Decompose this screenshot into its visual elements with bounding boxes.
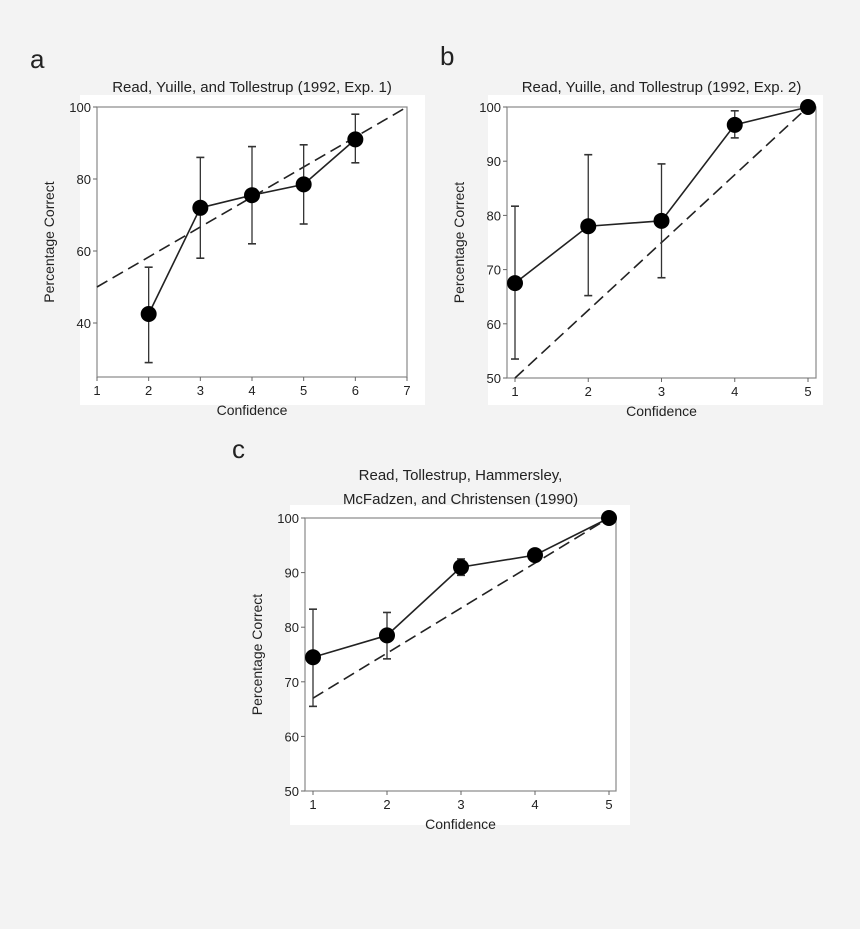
x-axis-label: Confidence xyxy=(425,816,496,832)
x-axis-label: Confidence xyxy=(626,403,697,419)
panel-b: b Read, Yuille, and Tollestrup (1992, Exp… xyxy=(440,41,823,419)
data-point xyxy=(244,187,260,204)
data-point xyxy=(601,510,617,526)
data-point xyxy=(453,559,469,576)
y-axis-label: Percentage Correct xyxy=(41,181,57,303)
y-tick-label: 90 xyxy=(285,566,299,581)
data-point xyxy=(192,199,209,216)
x-tick-label: 2 xyxy=(383,797,390,812)
panel-a: a Read, Yuille, and Tollestrup (1992, Exp… xyxy=(30,44,425,418)
x-tick-label: 7 xyxy=(403,383,410,398)
data-point xyxy=(305,649,321,666)
y-tick-label: 100 xyxy=(69,100,91,115)
panel-c: c Read, Tollestrup, Hammersley, McFadzen, … xyxy=(232,434,630,832)
y-tick-label: 40 xyxy=(77,316,91,331)
y-tick-label: 90 xyxy=(487,154,501,169)
data-point xyxy=(580,218,597,235)
chart-title-line: Read, Tollestrup, Hammersley, xyxy=(359,467,563,484)
y-tick-label: 70 xyxy=(285,675,299,690)
panel-label: b xyxy=(440,41,454,71)
x-tick-label: 3 xyxy=(457,797,464,812)
y-tick-label: 60 xyxy=(487,317,501,332)
x-tick-label: 4 xyxy=(531,797,538,812)
data-point xyxy=(800,99,816,115)
data-point xyxy=(527,547,543,564)
y-tick-label: 100 xyxy=(479,100,501,115)
x-tick-label: 1 xyxy=(93,383,100,398)
y-tick-label: 100 xyxy=(277,511,299,526)
data-point xyxy=(140,306,157,322)
x-tick-label: 5 xyxy=(605,797,612,812)
y-tick-label: 60 xyxy=(285,729,299,744)
x-tick-label: 6 xyxy=(352,383,359,398)
data-point xyxy=(507,275,523,292)
panel-background xyxy=(290,505,630,825)
y-tick-label: 80 xyxy=(487,208,501,223)
data-point xyxy=(653,212,670,229)
panel-label: a xyxy=(30,44,45,74)
chart-title-line: McFadzen, and Christensen (1990) xyxy=(343,491,578,508)
x-tick-label: 3 xyxy=(197,383,204,398)
x-axis-label: Confidence xyxy=(217,402,288,418)
y-axis-label: Percentage Correct xyxy=(249,594,265,716)
y-tick-label: 80 xyxy=(285,620,299,635)
y-tick-label: 70 xyxy=(487,263,501,278)
data-point xyxy=(726,116,743,133)
data-point xyxy=(347,131,364,148)
x-tick-label: 5 xyxy=(804,384,811,399)
panel-background xyxy=(80,95,425,405)
calibration-reference-line xyxy=(312,517,610,699)
x-tick-label: 5 xyxy=(300,383,307,398)
panel-label: c xyxy=(232,434,245,464)
y-tick-label: 60 xyxy=(77,244,91,259)
y-axis-label: Percentage Correct xyxy=(451,182,467,304)
data-point xyxy=(379,627,395,644)
y-tick-label: 50 xyxy=(487,371,501,386)
x-tick-label: 1 xyxy=(309,797,316,812)
panel-background xyxy=(488,95,823,405)
x-tick-label: 2 xyxy=(145,383,152,398)
x-tick-label: 2 xyxy=(585,384,592,399)
x-tick-label: 4 xyxy=(731,384,738,399)
y-tick-label: 80 xyxy=(77,172,91,187)
chart-title: Read, Yuille, and Tollestrup (1992, Exp.… xyxy=(522,79,802,96)
y-tick-label: 50 xyxy=(285,784,299,799)
x-tick-label: 4 xyxy=(248,383,255,398)
x-tick-label: 1 xyxy=(511,384,518,399)
chart-title: Read, Yuille, and Tollestrup (1992, Exp.… xyxy=(112,79,392,96)
data-point xyxy=(295,176,312,193)
x-tick-label: 3 xyxy=(658,384,665,399)
